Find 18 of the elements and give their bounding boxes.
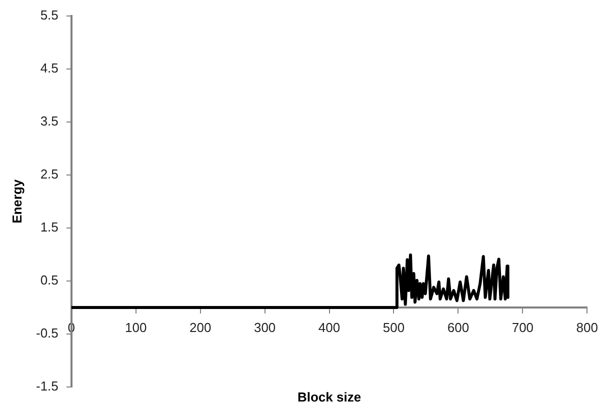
y-tick-label: -0.5 [36, 326, 58, 341]
x-tick-label: 700 [512, 320, 534, 335]
y-tick-label: 3.5 [40, 113, 58, 128]
x-tick-label: 200 [189, 320, 212, 335]
x-tick-label: 500 [382, 320, 405, 335]
x-tick-label: 800 [576, 320, 598, 335]
y-tick-label: -1.5 [36, 378, 58, 394]
x-tick-label: 300 [254, 320, 276, 335]
x-tick-label: 400 [318, 320, 340, 335]
x-tick-label: 100 [125, 320, 147, 335]
y-tick-label: 1.5 [40, 219, 58, 234]
y-tick-label: 2.5 [40, 166, 58, 182]
y-tick-label: 4.5 [40, 60, 58, 76]
y-tick-label: 0.5 [40, 272, 58, 288]
x-tick-label: 600 [447, 320, 470, 335]
y-tick-label: 5.5 [40, 7, 58, 22]
y-axis-title: Energy [10, 178, 25, 224]
x-axis-title: Block size [297, 390, 362, 405]
